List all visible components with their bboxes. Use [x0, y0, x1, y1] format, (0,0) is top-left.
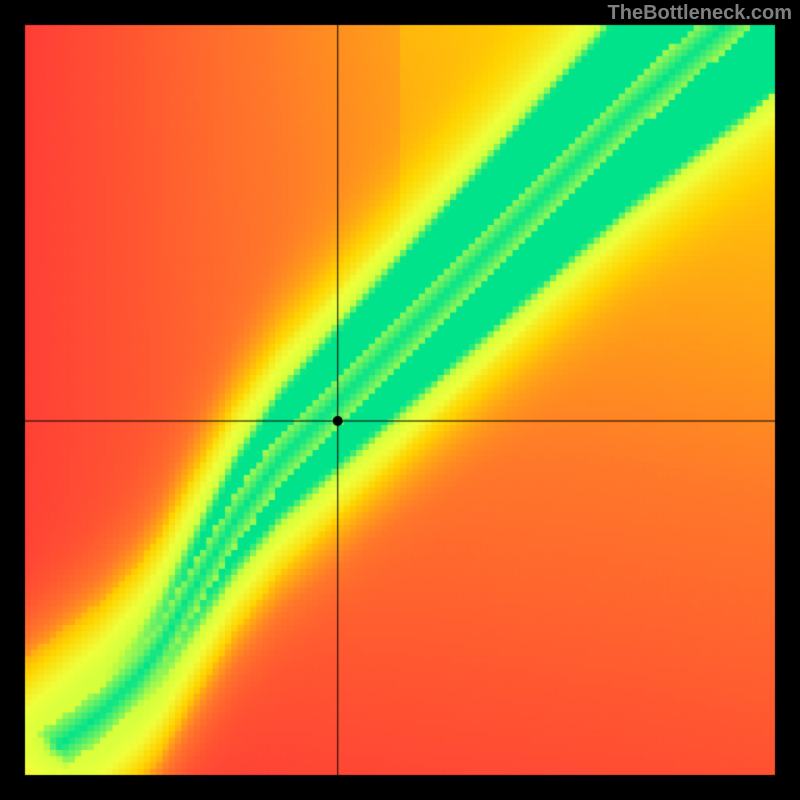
watermark: TheBottleneck.com [608, 2, 792, 25]
chart-container: TheBottleneck.com [0, 0, 800, 800]
bottleneck-heatmap [0, 0, 800, 800]
